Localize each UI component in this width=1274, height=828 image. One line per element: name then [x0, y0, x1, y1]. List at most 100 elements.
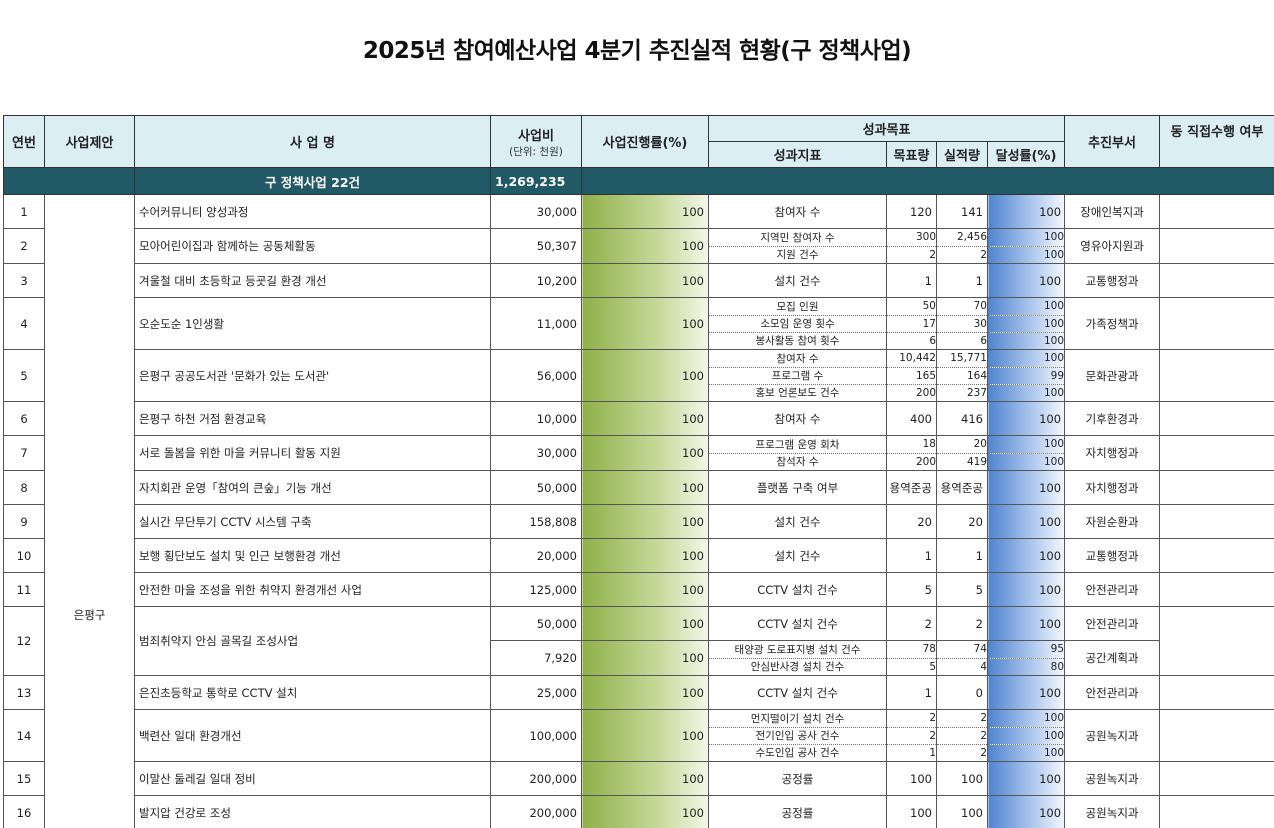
- direct-execution: [1159, 194, 1274, 229]
- indicator-name: 설치 건수: [708, 263, 887, 298]
- target-value: 50: [887, 298, 936, 316]
- indicator-name: 모집 인원: [709, 298, 886, 316]
- department: 안전관리과: [1064, 675, 1161, 710]
- target-value: 10,442: [887, 350, 936, 368]
- achieve-rate: 100: [988, 315, 1064, 333]
- project-cost: 158,808: [490, 504, 582, 539]
- table-row: 16 발지압 건강로 조성 200,000 100 공정률 100 100 100 공원녹지과: [3, 795, 1274, 828]
- table-row: 12 범죄취약지 안심 골목길 조성사업 50,000 100 CCTV 설치 건수 2 2…: [3, 606, 1274, 676]
- actual-value: 2,456: [937, 229, 987, 247]
- department: 기후환경과: [1064, 401, 1161, 436]
- project-cost: 30,000: [490, 435, 582, 471]
- actual-value: 15,771: [937, 350, 987, 368]
- actual-value: 1: [936, 538, 988, 573]
- indicator-name: 태양광 도로표지병 설치 건수: [709, 641, 886, 659]
- achieve-rate: 100: [988, 298, 1064, 316]
- actual-value: 0: [936, 675, 988, 710]
- project-name: 보행 횡단보도 설치 및 인근 보행환경 개선: [134, 538, 491, 573]
- indicator-name-group: 프로그램 운영 회차 참석자 수: [708, 435, 887, 471]
- project-cost: 10,200: [490, 263, 582, 298]
- progress-rate: 100: [581, 761, 709, 796]
- department: 자치행정과: [1064, 470, 1161, 505]
- indicator-name: CCTV 설치 건수: [708, 606, 887, 641]
- progress-rate: 100: [581, 675, 709, 710]
- project-cost: 50,307: [490, 228, 582, 264]
- department: 공원녹지과: [1064, 795, 1161, 828]
- header-progress: 사업진행률(%): [581, 115, 709, 168]
- actual-value: 74: [937, 641, 987, 659]
- project-name: 은평구 공공도서관 '문화가 있는 도서관': [134, 349, 491, 402]
- achieve-rate: 80: [988, 658, 1064, 675]
- header-project-name: 사 업 명: [134, 115, 491, 168]
- achieve-rate: 100: [986, 504, 1066, 539]
- row-number: 2: [3, 228, 45, 264]
- achieve-rate-group: 100 100: [986, 435, 1066, 471]
- project-name: 범죄취약지 안심 골목길 조성사업: [134, 606, 491, 676]
- indicator-name-list: 지역민 참여자 수 지원 건수: [709, 229, 886, 263]
- project-cost: 200,000: [490, 795, 582, 828]
- progress-rate: 100: [581, 640, 709, 676]
- target-value-group: 300 2: [886, 228, 937, 264]
- target-value: 200: [915, 386, 936, 399]
- header-cost: 사업비 (단위: 천원): [490, 115, 582, 168]
- indicator-name: CCTV 설치 건수: [708, 572, 887, 607]
- indicator-name: 프로그램 수: [709, 367, 886, 385]
- table-row: 11 안전한 마을 조성을 위한 취약지 환경개선 사업 125,000 100 CCT…: [3, 572, 1274, 607]
- target-value: 5: [886, 572, 937, 607]
- project-name: 자치회관 운영「참여의 큰숲」기능 개선: [134, 470, 491, 505]
- direct-execution: [1159, 538, 1274, 573]
- achieve-rate-list: 100 100 100: [988, 298, 1064, 349]
- target-value-group: 78 5: [886, 640, 937, 676]
- progress-rate: 100: [581, 228, 709, 264]
- indicator-name: 공정률: [708, 761, 887, 796]
- actual-value: 4: [980, 660, 987, 673]
- target-value: 1: [886, 538, 937, 573]
- table-row: 7,920 100 태양광 도로표지병 설치 건수 안심반사경 설치 건수 78 5 74 4…: [4, 640, 1274, 676]
- project-name: 모아어린이집과 함께하는 공동체활동: [134, 228, 491, 264]
- achieve-rate: 100: [986, 470, 1066, 505]
- row-number: 13: [3, 675, 45, 710]
- project-name: 수어커뮤니티 양성과정: [134, 194, 491, 229]
- department: 공간계획과: [1064, 640, 1161, 676]
- actual-value-group: 2,456 2: [936, 228, 988, 264]
- direct-execution: [1159, 228, 1274, 264]
- achieve-rate: 100: [988, 727, 1064, 745]
- target-value: 6: [929, 334, 936, 347]
- achieve-rate: 100: [986, 606, 1066, 641]
- row-number: 4: [3, 297, 45, 350]
- project-name: 실시간 무단투기 CCTV 시스템 구축: [134, 504, 491, 539]
- project-cost: 200,000: [490, 761, 582, 796]
- actual-value-group: 74 4: [936, 640, 988, 676]
- progress-rate: 100: [581, 795, 709, 828]
- target-value-list: 10,442 165 200: [887, 350, 936, 401]
- actual-value: 6: [980, 334, 987, 347]
- indicator-name-group: 태양광 도로표지병 설치 건수 안심반사경 설치 건수: [708, 640, 887, 676]
- achieve-rate: 100: [986, 263, 1066, 298]
- actual-value: 2: [936, 606, 988, 641]
- indicator-name-group: 모집 인원 소모임 운영 횟수 봉사활동 참여 횟수: [708, 297, 887, 350]
- achieve-rate-group: 100 100 100: [986, 297, 1066, 350]
- row-number: 10: [3, 538, 45, 573]
- actual-value-group: 15,771 164 237: [936, 349, 988, 402]
- row-number: 8: [3, 470, 45, 505]
- indicator-name-group: 지역민 참여자 수 지원 건수: [708, 228, 887, 264]
- project-name: 안전한 마을 조성을 위한 취약지 환경개선 사업: [134, 572, 491, 607]
- row-number: 5: [3, 349, 45, 402]
- actual-value-list: 2,456 2: [937, 229, 987, 263]
- indicator-name-list: 참여자 수 프로그램 수 홍보 언론보도 건수: [709, 350, 886, 401]
- achieve-rate-group: 95 80: [986, 640, 1066, 676]
- table-row: 8 자치회관 운영「참여의 큰숲」기능 개선 50,000 100 플랫폼 구축 여부 용…: [3, 470, 1274, 505]
- table-row: 2 모아어린이집과 함께하는 공동체활동 50,307 100 지역민 참여자 수 지원 …: [3, 228, 1274, 264]
- actual-value: 416: [936, 401, 988, 436]
- row-number: 15: [3, 761, 45, 796]
- target-value-list: 18 200: [887, 436, 936, 470]
- table-row: 14 백련산 일대 환경개선 100,000 100 먼지떨이기 설치 건수 전기인입 공…: [3, 709, 1274, 762]
- department: 공원녹지과: [1064, 709, 1161, 762]
- progress-rate: 100: [581, 194, 709, 229]
- department: 가족정책과: [1064, 297, 1161, 350]
- actual-value-list: 15,771 164 237: [937, 350, 987, 401]
- actual-value: 100: [936, 761, 988, 796]
- department: 교통행정과: [1064, 263, 1161, 298]
